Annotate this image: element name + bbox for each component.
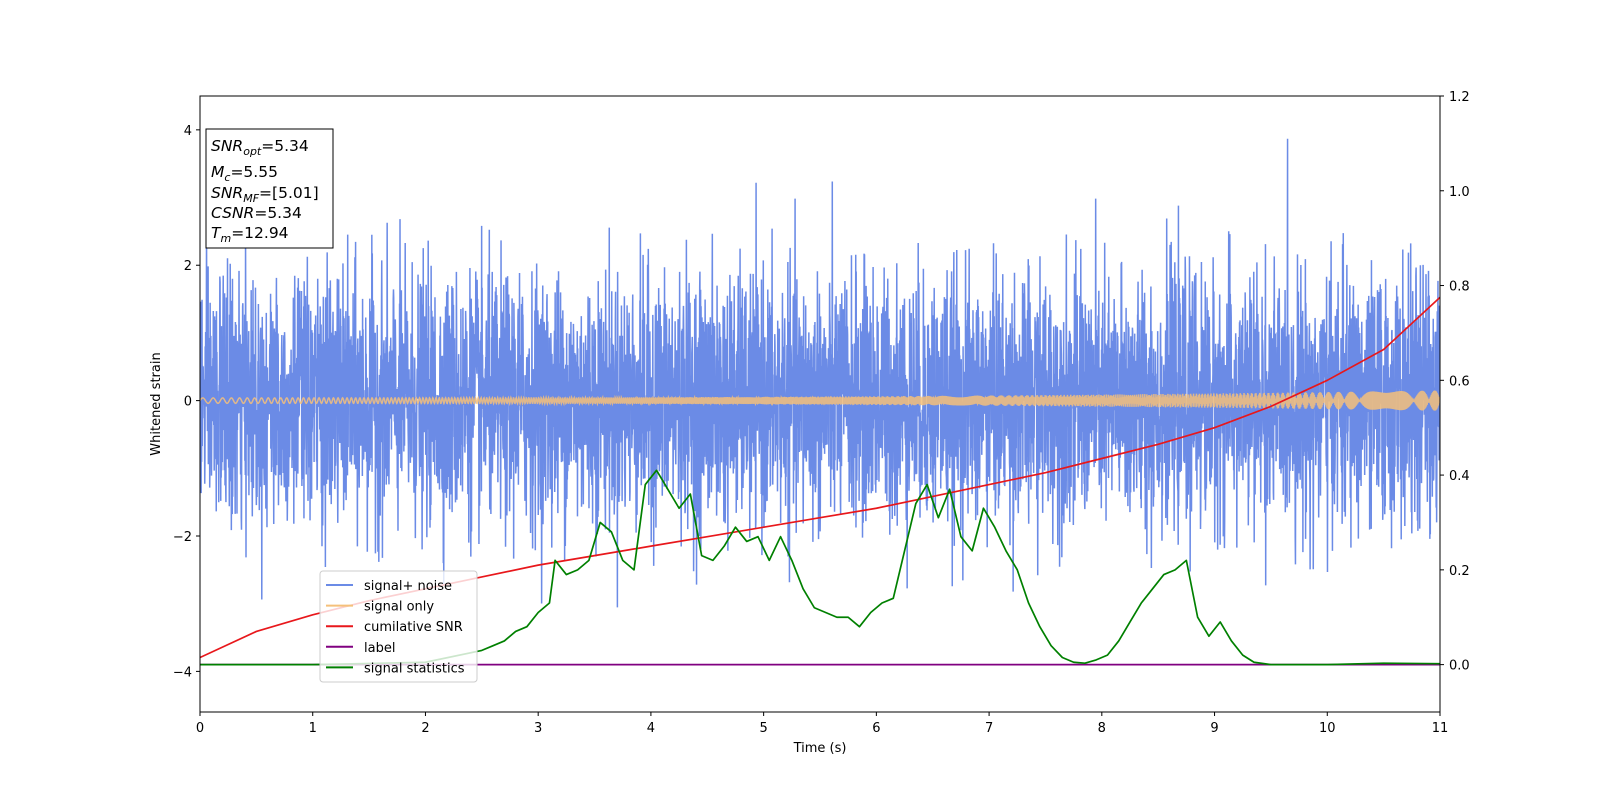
legend: signal+ noise signal only cumilative SNR la…	[319, 570, 478, 683]
info-mc: Mc=5.55	[211, 163, 278, 184]
legend-label: signal statistics	[364, 661, 465, 676]
x-tick-label: 1	[309, 721, 317, 736]
info-box-frame	[205, 128, 334, 249]
y-left-tick-label: 0	[184, 395, 192, 410]
axes: 0 1 2 3 4 5 6 7 8 9 10 11 4 2 0 −2 −4 1.2 1.0 0.8 0.6 0.4 0.2 0…	[173, 90, 1470, 736]
legend-label: cumilative SNR	[364, 620, 463, 635]
y-left-tick-label: 4	[184, 124, 192, 139]
y-right-tick-label: 1.0	[1449, 185, 1470, 200]
legend-label: signal+ noise	[364, 579, 452, 594]
y-right-tick-label: 0.6	[1449, 374, 1470, 389]
series-signal-noise	[200, 138, 1440, 608]
x-axis-label: Time (s)	[793, 741, 847, 756]
y-left-tick-label: −2	[173, 530, 192, 545]
series-signal-statistics	[200, 469, 1440, 666]
y-right-tick-label: 0.0	[1449, 659, 1470, 674]
y-left-tick-label: 2	[184, 259, 192, 274]
x-tick-label: 8	[1098, 721, 1106, 736]
x-tick-label: 2	[421, 721, 429, 736]
y-axis-label: Whitened strain	[149, 352, 164, 455]
legend-frame	[319, 570, 478, 683]
info-snr-mf: SNRMF=[5.01]	[211, 184, 319, 205]
y-right-tick-label: 0.8	[1449, 280, 1470, 295]
x-tick-label: 4	[647, 721, 655, 736]
x-tick-label: 0	[196, 721, 204, 736]
x-tick-label: 6	[872, 721, 880, 736]
x-tick-label: 7	[985, 721, 993, 736]
y-left-tick-label: −4	[173, 665, 192, 680]
x-tick-label: 9	[1210, 721, 1218, 736]
x-tick-label: 11	[1432, 721, 1449, 736]
series-signal-only	[200, 390, 1440, 411]
info-snr-opt: SNRopt=5.34	[211, 137, 309, 158]
plot-frame	[199, 95, 1441, 713]
y-right-tick-label: 0.4	[1449, 469, 1470, 484]
x-tick-label: 10	[1319, 721, 1336, 736]
y-right-tick-label: 0.2	[1449, 564, 1470, 579]
info-box: SNRopt=5.34 Mc=5.55 SNRMF=[5.01] CSNR=5.…	[205, 128, 334, 249]
x-tick-label: 3	[534, 721, 542, 736]
legend-label: label	[364, 641, 395, 656]
x-tick-label: 5	[759, 721, 767, 736]
y-right-tick-label: 1.2	[1449, 90, 1470, 105]
info-tm: Tm=12.94	[211, 224, 289, 245]
info-csnr: CSNR=5.34	[211, 204, 302, 222]
legend-label: signal only	[364, 600, 434, 615]
